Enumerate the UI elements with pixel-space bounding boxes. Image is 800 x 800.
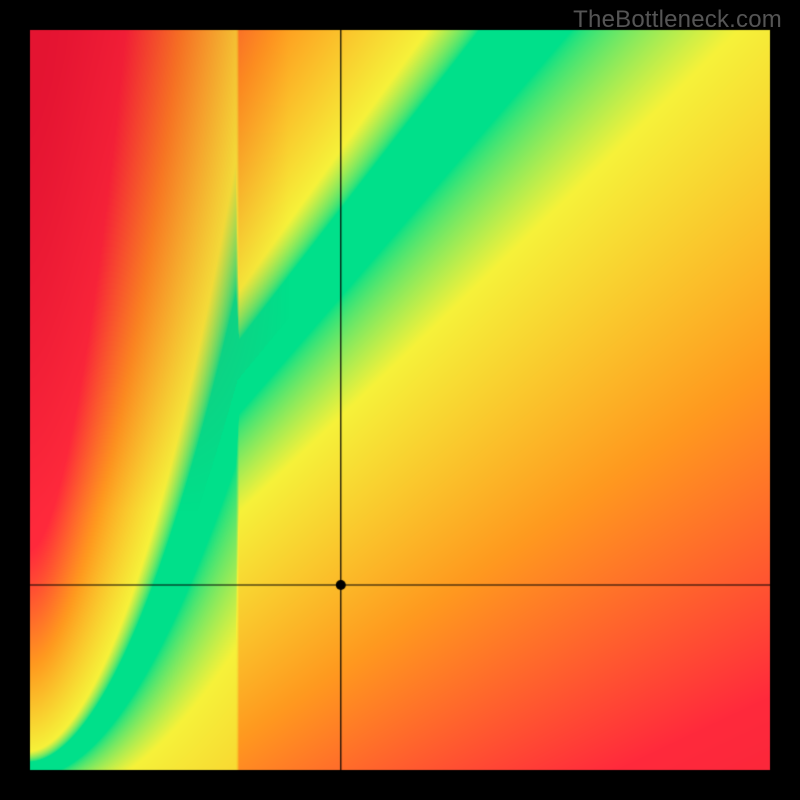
watermark-text: TheBottleneck.com — [573, 6, 782, 34]
chart-container: TheBottleneck.com — [0, 0, 800, 800]
bottleneck-heatmap — [0, 0, 800, 800]
